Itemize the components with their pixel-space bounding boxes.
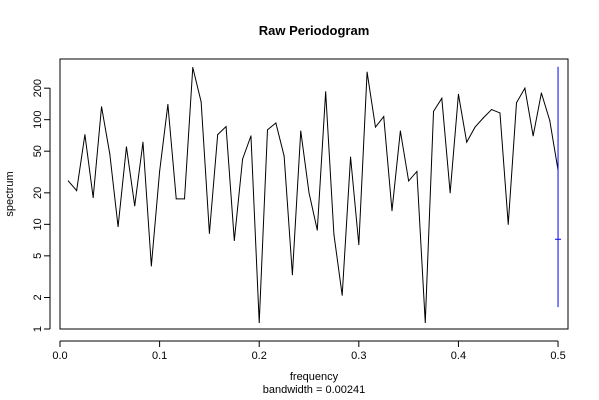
data-point (159, 170, 161, 172)
data-point (167, 103, 169, 105)
data-point (308, 192, 310, 194)
x-tick-label: 0.5 (550, 350, 565, 362)
data-point (374, 126, 376, 128)
data-point (341, 294, 343, 296)
data-point (225, 126, 227, 128)
x-tick-label: 0.1 (152, 350, 167, 362)
plot-frame (59, 58, 569, 330)
data-point (266, 129, 268, 131)
data-point (134, 205, 136, 207)
data-point (507, 223, 509, 225)
data-point (540, 92, 542, 94)
data-point (101, 106, 103, 108)
data-point (109, 153, 111, 155)
data-point (300, 130, 302, 132)
x-axis-label: frequency (290, 371, 339, 383)
series-layer (67, 67, 559, 324)
data-point (200, 101, 202, 103)
data-point (424, 322, 426, 324)
y-tick-label: 20 (32, 187, 44, 199)
data-point (275, 122, 277, 124)
y-tick-label: 50 (32, 145, 44, 157)
bandwidth-label: bandwidth = 0.00241 (263, 384, 365, 396)
x-axis: 0.0 0.1 0.2 0.3 0.4 0.5 (52, 340, 566, 362)
data-point (333, 233, 335, 235)
data-point (242, 158, 244, 160)
data-point (433, 110, 435, 112)
data-point (366, 71, 368, 73)
confidence-bar (555, 66, 562, 308)
data-point (350, 156, 352, 158)
data-point (408, 180, 410, 182)
data-point (92, 197, 94, 199)
data-point (175, 198, 177, 200)
data-point (192, 67, 194, 69)
data-point (67, 180, 69, 182)
data-point (482, 117, 484, 119)
x-tick-label: 0.2 (252, 350, 267, 362)
data-point (516, 102, 517, 104)
data-point (499, 112, 501, 114)
y-tick-label: 100 (32, 111, 44, 129)
data-point (125, 146, 127, 148)
data-point (316, 229, 318, 231)
chart-title: Raw Periodogram (259, 23, 370, 38)
y-tick-label: 200 (32, 79, 44, 97)
y-axis: 1 2 5 10 20 50 100 200 (32, 79, 51, 332)
x-tick-label: 0.4 (451, 350, 466, 362)
y-tick-label: 10 (32, 218, 44, 230)
y-axis-label: spectrum (4, 171, 16, 216)
data-point (208, 232, 210, 234)
data-point (474, 126, 476, 128)
data-point (524, 87, 526, 89)
data-point (399, 130, 401, 132)
data-point (258, 322, 260, 324)
data-point (76, 190, 78, 192)
data-point (217, 134, 219, 136)
data-point (142, 141, 144, 143)
data-point (184, 198, 186, 200)
data-point (441, 97, 443, 99)
data-point (291, 274, 293, 276)
data-point (491, 109, 493, 111)
data-point (549, 120, 551, 122)
y-tick-label: 1 (32, 326, 44, 332)
data-point (391, 210, 393, 212)
data-point (150, 265, 152, 267)
data-point (117, 226, 119, 228)
data-point (466, 141, 468, 143)
periodogram-line (67, 67, 559, 323)
data-point (416, 170, 418, 172)
y-tick-label: 2 (32, 294, 44, 300)
data-point (233, 240, 235, 242)
data-point (84, 134, 86, 136)
x-tick-label: 0.3 (351, 350, 366, 362)
data-point (250, 135, 252, 137)
x-tick-label: 0.0 (52, 350, 67, 362)
y-tick-label: 5 (32, 253, 44, 259)
data-point (449, 192, 451, 194)
data-point (383, 116, 385, 118)
data-point (325, 91, 327, 93)
data-point (457, 93, 459, 95)
data-point (283, 155, 285, 157)
data-point (532, 135, 534, 137)
data-point (358, 244, 360, 246)
